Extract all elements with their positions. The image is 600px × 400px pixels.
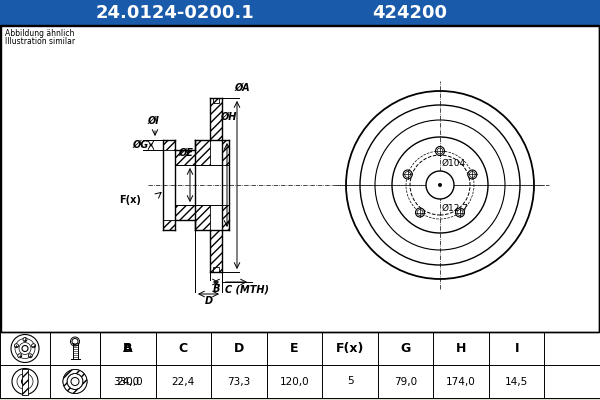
- Text: B: B: [212, 284, 220, 294]
- Polygon shape: [195, 205, 210, 230]
- Text: I: I: [514, 342, 519, 355]
- Text: A: A: [123, 342, 133, 355]
- Circle shape: [63, 370, 87, 394]
- Circle shape: [14, 344, 19, 348]
- Circle shape: [426, 171, 454, 199]
- Text: Ø104: Ø104: [442, 158, 466, 168]
- Text: 424200: 424200: [373, 4, 448, 22]
- Polygon shape: [213, 267, 219, 272]
- Bar: [22, 368, 28, 394]
- Circle shape: [28, 354, 32, 358]
- Circle shape: [403, 170, 412, 179]
- Circle shape: [71, 378, 79, 386]
- Text: Illustration similar: Illustration similar: [5, 37, 75, 46]
- Text: B: B: [123, 342, 133, 355]
- Text: ØE: ØE: [178, 148, 193, 158]
- Text: H: H: [456, 342, 466, 355]
- Circle shape: [67, 374, 83, 390]
- Polygon shape: [163, 220, 175, 230]
- Circle shape: [438, 183, 442, 187]
- Polygon shape: [195, 140, 210, 165]
- Circle shape: [23, 338, 27, 342]
- Text: 24.0124-0200.1: 24.0124-0200.1: [95, 4, 254, 22]
- Text: ØI: ØI: [147, 116, 159, 126]
- Text: C (MTH): C (MTH): [225, 284, 269, 294]
- Polygon shape: [175, 205, 195, 220]
- Circle shape: [18, 354, 22, 358]
- Bar: [0, 25, 600, 332]
- Bar: [0, 0, 600, 25]
- Text: 5: 5: [347, 376, 353, 386]
- Circle shape: [455, 208, 464, 217]
- Circle shape: [72, 338, 78, 344]
- Polygon shape: [163, 140, 175, 150]
- Text: 174,0: 174,0: [446, 376, 476, 386]
- Text: 73,3: 73,3: [227, 376, 251, 386]
- Text: 14,5: 14,5: [505, 376, 528, 386]
- Circle shape: [32, 344, 35, 348]
- Circle shape: [468, 170, 477, 179]
- Text: C: C: [179, 342, 188, 355]
- Text: 120,0: 120,0: [280, 376, 309, 386]
- Text: ØA: ØA: [234, 83, 250, 93]
- Polygon shape: [222, 140, 229, 165]
- Polygon shape: [222, 205, 229, 230]
- Text: ØG: ØG: [133, 140, 149, 150]
- Text: E: E: [290, 342, 299, 355]
- Text: ØH: ØH: [220, 112, 236, 122]
- Polygon shape: [210, 98, 222, 140]
- Text: D: D: [205, 296, 212, 306]
- Wedge shape: [63, 370, 87, 394]
- Text: 330,0: 330,0: [113, 376, 143, 386]
- Text: Ø12,7: Ø12,7: [442, 204, 469, 214]
- Polygon shape: [213, 98, 219, 103]
- Circle shape: [416, 208, 425, 217]
- Text: 24,0: 24,0: [116, 376, 139, 386]
- Polygon shape: [210, 230, 222, 272]
- Bar: [0, 25, 599, 332]
- Bar: [0, 332, 600, 398]
- Text: 22,4: 22,4: [172, 376, 195, 386]
- Text: G: G: [400, 342, 410, 355]
- Text: F(x): F(x): [119, 195, 141, 205]
- Text: D: D: [234, 342, 244, 355]
- Text: Abbildung ähnlich: Abbildung ähnlich: [5, 29, 74, 38]
- Circle shape: [436, 146, 445, 156]
- Text: F(x): F(x): [336, 342, 364, 355]
- Polygon shape: [175, 150, 195, 165]
- Circle shape: [71, 337, 79, 346]
- Bar: [1, 26, 599, 332]
- Text: 79,0: 79,0: [394, 376, 417, 386]
